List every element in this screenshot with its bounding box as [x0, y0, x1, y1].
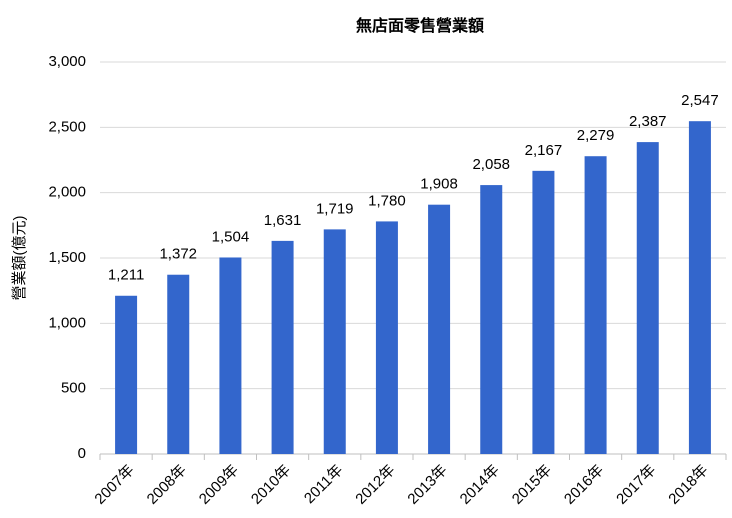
y-tick-label: 1,500	[48, 249, 86, 266]
data-label: 1,719	[316, 200, 354, 217]
data-label: 2,058	[472, 156, 510, 173]
bar	[428, 204, 451, 454]
y-axis-label: 營業額(億元)	[11, 216, 28, 301]
bar	[584, 156, 607, 454]
y-tick-label: 0	[78, 445, 86, 462]
data-label: 1,631	[264, 212, 302, 229]
data-label: 2,387	[629, 113, 667, 130]
y-tick-label: 1,000	[48, 314, 86, 331]
x-tick-label: 2012年	[352, 462, 398, 508]
x-tick-label: 2013年	[404, 462, 450, 508]
chart-title: 無店面零售營業額	[356, 16, 484, 35]
x-tick-label: 2009年	[196, 462, 242, 508]
data-label: 1,211	[108, 267, 144, 284]
bar	[532, 170, 555, 454]
y-tick-label: 2,500	[48, 118, 86, 135]
x-tick-label: 2017年	[613, 462, 659, 508]
bar	[271, 240, 294, 454]
bar	[636, 142, 659, 454]
data-label: 1,908	[420, 176, 458, 193]
x-tick-label: 2015年	[509, 462, 555, 508]
bar	[323, 229, 346, 454]
data-label: 1,780	[368, 192, 406, 209]
bar	[480, 185, 503, 454]
bar	[219, 257, 242, 454]
data-label: 2,167	[525, 142, 563, 159]
bar	[375, 221, 398, 454]
x-tick-label: 2008年	[144, 462, 190, 508]
bar	[167, 274, 190, 454]
x-tick-label: 2018年	[665, 462, 711, 508]
y-tick-label: 500	[61, 380, 86, 397]
data-label: 2,547	[681, 92, 719, 109]
x-tick-label: 2016年	[561, 462, 607, 508]
bar	[688, 121, 711, 454]
x-tick-label: 2011年	[301, 462, 346, 507]
y-tick-label: 2,000	[48, 184, 86, 201]
x-tick-label: 2014年	[457, 462, 503, 508]
x-tick-label: 2010年	[248, 462, 294, 508]
x-tick-label: 2007年	[91, 462, 137, 508]
data-label: 1,372	[159, 246, 197, 263]
y-tick-label: 3,000	[48, 53, 86, 70]
data-label: 1,504	[212, 228, 250, 245]
bar	[115, 295, 138, 454]
data-label: 2,279	[577, 127, 615, 144]
